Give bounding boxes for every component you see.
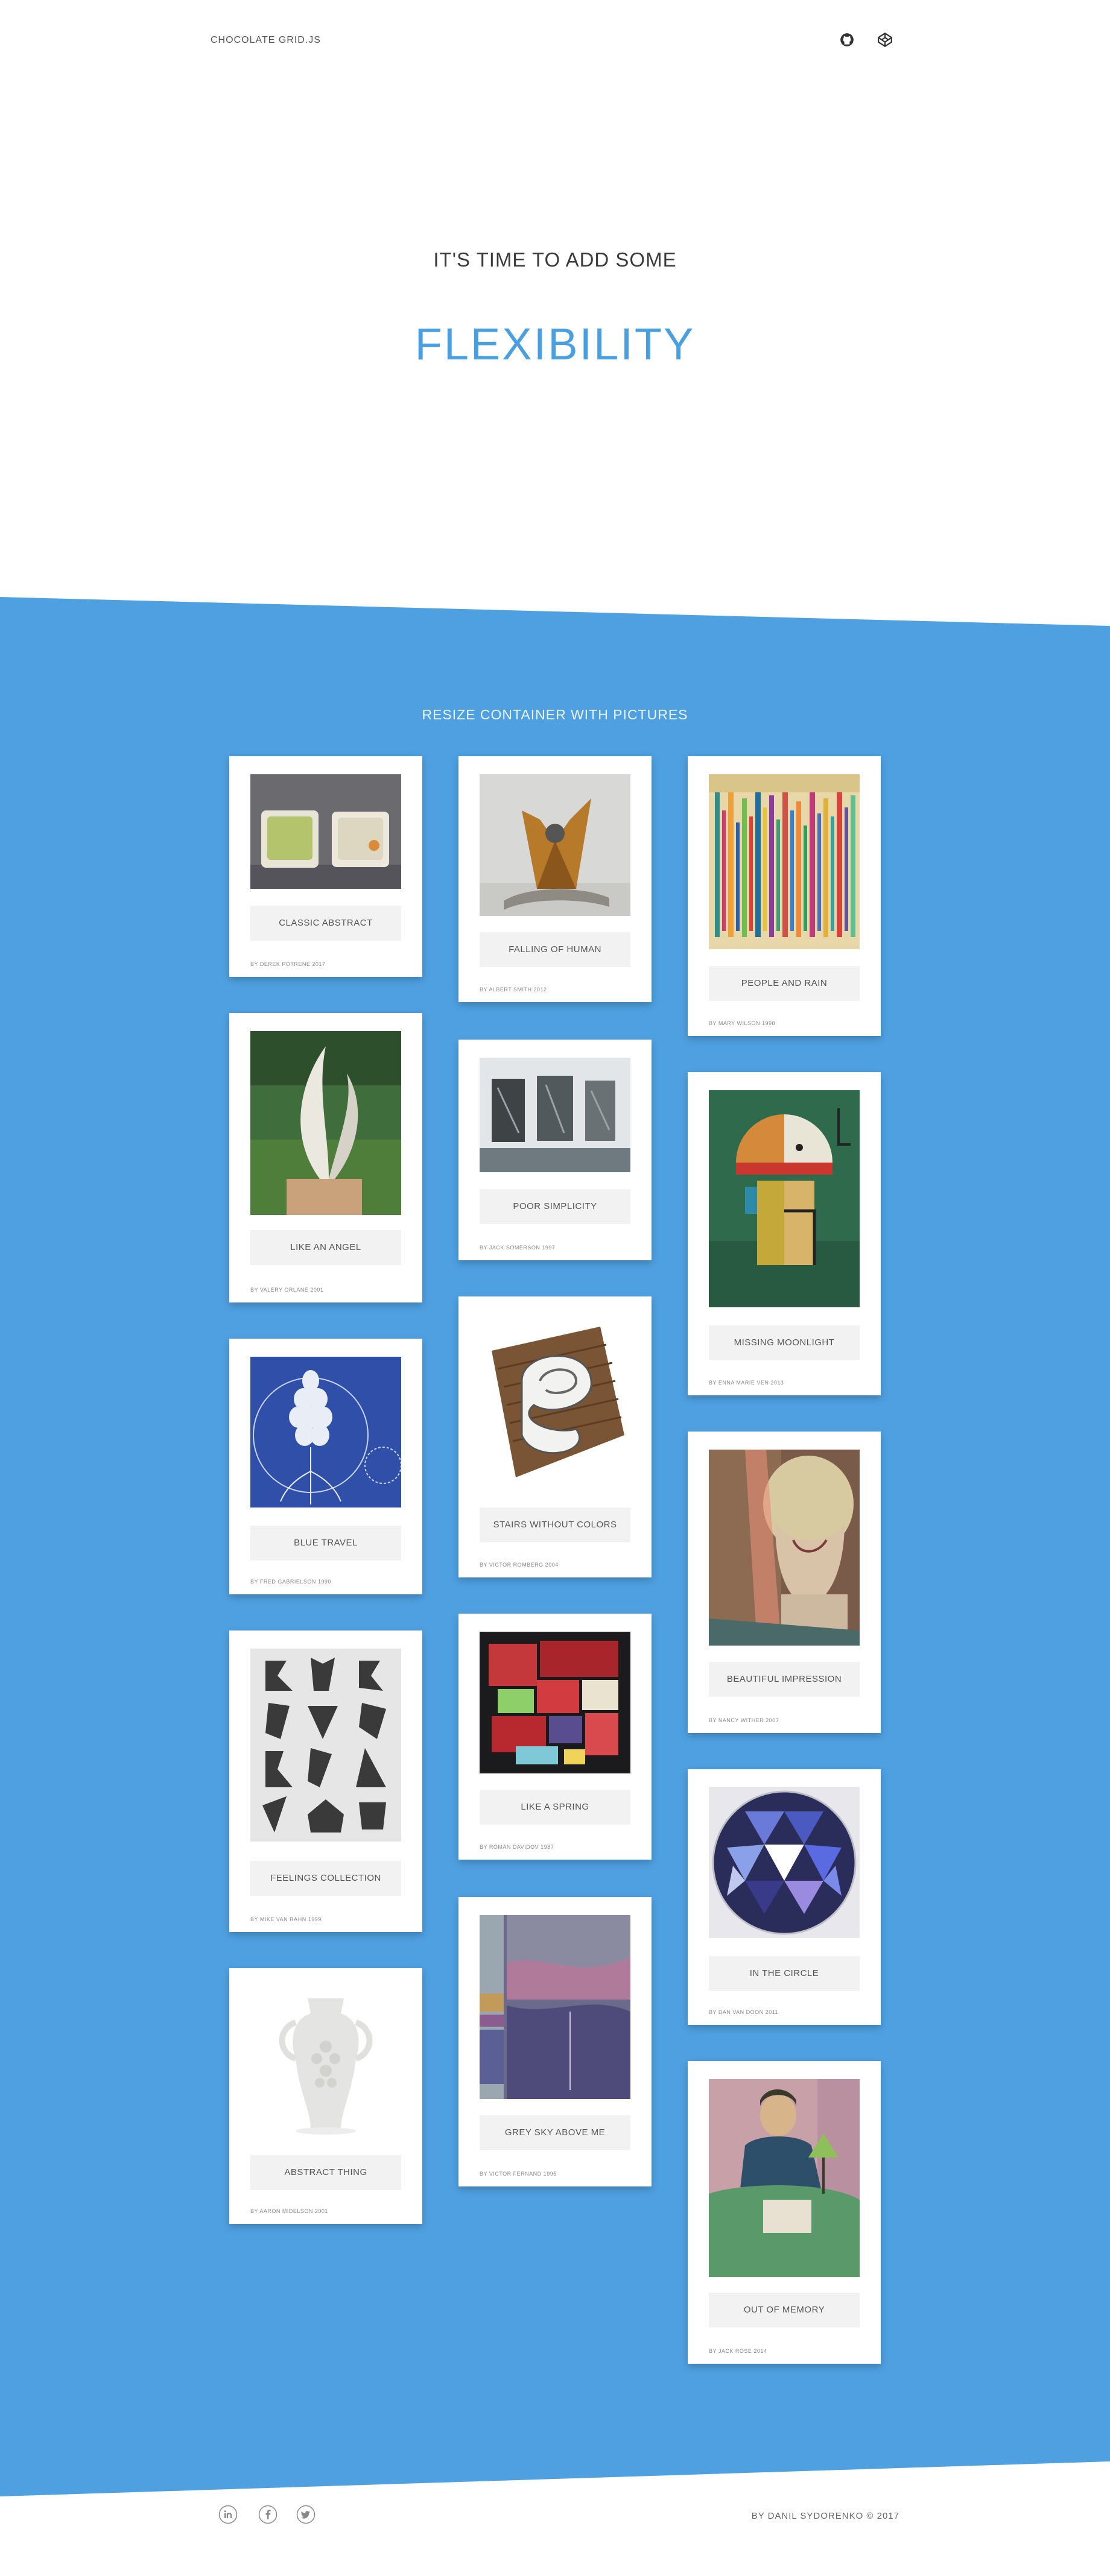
card-author: BY MIKE VAN RAHN 1999 [250, 1916, 322, 1922]
gallery-card[interactable]: STAIRS WITHOUT COLORS BY VICTOR ROMBERG … [458, 1296, 652, 1577]
card-author: BY VICTOR ROMBERG 2004 [480, 1562, 559, 1568]
card-picture [250, 1649, 401, 1842]
site-logo[interactable]: CHOCOLATE GRID.JS [211, 35, 321, 45]
card-author: BY ALBERT SMITH 2012 [480, 987, 547, 993]
gallery-card[interactable]: LIKE A SPRING BY ROMAN DAVIDOV 1987 [458, 1614, 652, 1860]
card-caption: MISSING MOONLIGHT [709, 1325, 860, 1360]
card-caption: STAIRS WITHOUT COLORS [480, 1507, 630, 1542]
card-caption: IN THE CIRCLE [709, 1956, 860, 1991]
gallery-title: RESIZE CONTAINER WITH PICTURES [422, 707, 688, 722]
card-picture [709, 1787, 860, 1938]
hero-subtitle: IT'S TIME TO ADD SOME [433, 248, 677, 271]
card-picture [709, 774, 860, 949]
card-caption: CLASSIC ABSTRACT [250, 906, 401, 941]
card-picture [480, 1632, 630, 1773]
gallery-card[interactable]: FALLING OF HUMAN BY ALBERT SMITH 2012 [458, 756, 652, 1002]
gallery-card[interactable]: OUT OF MEMORY BY JACK ROSE 2014 [688, 2061, 881, 2364]
card-caption: OUT OF MEMORY [709, 2293, 860, 2328]
gallery-card[interactable]: POOR SIMPLICITY BY JACK SOMERSON 1997 [458, 1040, 652, 1260]
card-author: BY MARY WILSON 1998 [709, 1020, 776, 1026]
card-caption: FEELINGS COLLECTION [250, 1861, 401, 1896]
footer-credit: BY DANIL SYDORENKO © 2017 [751, 2511, 899, 2521]
card-author: BY VALERY ORLANE 2001 [250, 1287, 324, 1293]
card-caption: LIKE AN ANGEL [250, 1230, 401, 1265]
card-picture [480, 1915, 630, 2099]
gallery-card[interactable]: LIKE AN ANGEL BY VALERY ORLANE 2001 [229, 1013, 422, 1302]
card-caption: BLUE TRAVEL [250, 1526, 401, 1561]
card-picture [709, 1450, 860, 1646]
card-picture [250, 1031, 401, 1215]
card-caption: LIKE A SPRING [480, 1790, 630, 1825]
card-picture [480, 774, 630, 916]
card-author: BY AARON MIDELSON 2001 [250, 2208, 328, 2214]
card-author: BY DAN VAN DOON 2011 [709, 2009, 779, 2015]
card-picture [480, 1058, 630, 1172]
gallery-card[interactable]: ABSTRACT THING BY AARON MIDELSON 2001 [229, 1968, 422, 2224]
gallery-card[interactable]: PEOPLE AND RAIN BY MARY WILSON 1998 [688, 756, 881, 1036]
card-author: BY DEREK POTRENE 2017 [250, 961, 326, 967]
gallery-card[interactable]: IN THE CIRCLE BY DAN VAN DOON 2011 [688, 1769, 881, 2025]
gallery-card[interactable]: BLUE TRAVEL BY FRED GABRIELSON 1990 [229, 1339, 422, 1594]
card-author: BY JACK SOMERSON 1997 [480, 1245, 556, 1251]
gallery-card[interactable]: MISSING MOONLIGHT BY ENNA MARIE VEN 2013 [688, 1072, 881, 1395]
gallery-card[interactable]: GREY SKY ABOVE ME BY VICTOR FERNAND 1995 [458, 1897, 652, 2186]
card-picture [480, 1315, 630, 1489]
gallery-card[interactable]: BEAUTIFUL IMPRESSION BY NANCY WITHER 200… [688, 1432, 881, 1733]
card-author: BY ROMAN DAVIDOV 1987 [480, 1844, 554, 1850]
card-caption: PEOPLE AND RAIN [709, 966, 860, 1001]
card-author: BY ENNA MARIE VEN 2013 [709, 1380, 784, 1386]
card-author: BY JACK ROSE 2014 [709, 2348, 767, 2354]
card-caption: GREY SKY ABOVE ME [480, 2115, 630, 2150]
card-picture [709, 1090, 860, 1307]
twitter-icon[interactable] [296, 2505, 316, 2524]
github-icon[interactable] [839, 32, 855, 48]
gallery-card[interactable]: FEELINGS COLLECTION BY MIKE VAN RAHN 199… [229, 1631, 422, 1932]
codepen-icon[interactable] [877, 32, 893, 48]
card-picture [250, 1357, 401, 1507]
gallery-card[interactable]: CLASSIC ABSTRACT BY DEREK POTRENE 2017 [229, 756, 422, 977]
card-caption: FALLING OF HUMAN [480, 932, 630, 967]
site-header: CHOCOLATE GRID.JS [0, 0, 1110, 84]
card-author: BY NANCY WITHER 2007 [709, 1717, 779, 1723]
card-author: BY FRED GABRIELSON 1990 [250, 1579, 331, 1585]
card-caption: POOR SIMPLICITY [480, 1189, 630, 1224]
card-picture [250, 774, 401, 889]
card-caption: ABSTRACT THING [250, 2155, 401, 2190]
card-caption: BEAUTIFUL IMPRESSION [709, 1662, 860, 1697]
card-picture [250, 1986, 401, 2137]
linkedin-icon[interactable] [218, 2505, 238, 2524]
card-author: BY VICTOR FERNAND 1995 [480, 2171, 557, 2177]
hero-title: FLEXIBILITY [414, 319, 696, 369]
facebook-icon[interactable] [258, 2505, 278, 2524]
card-picture [709, 2079, 860, 2277]
